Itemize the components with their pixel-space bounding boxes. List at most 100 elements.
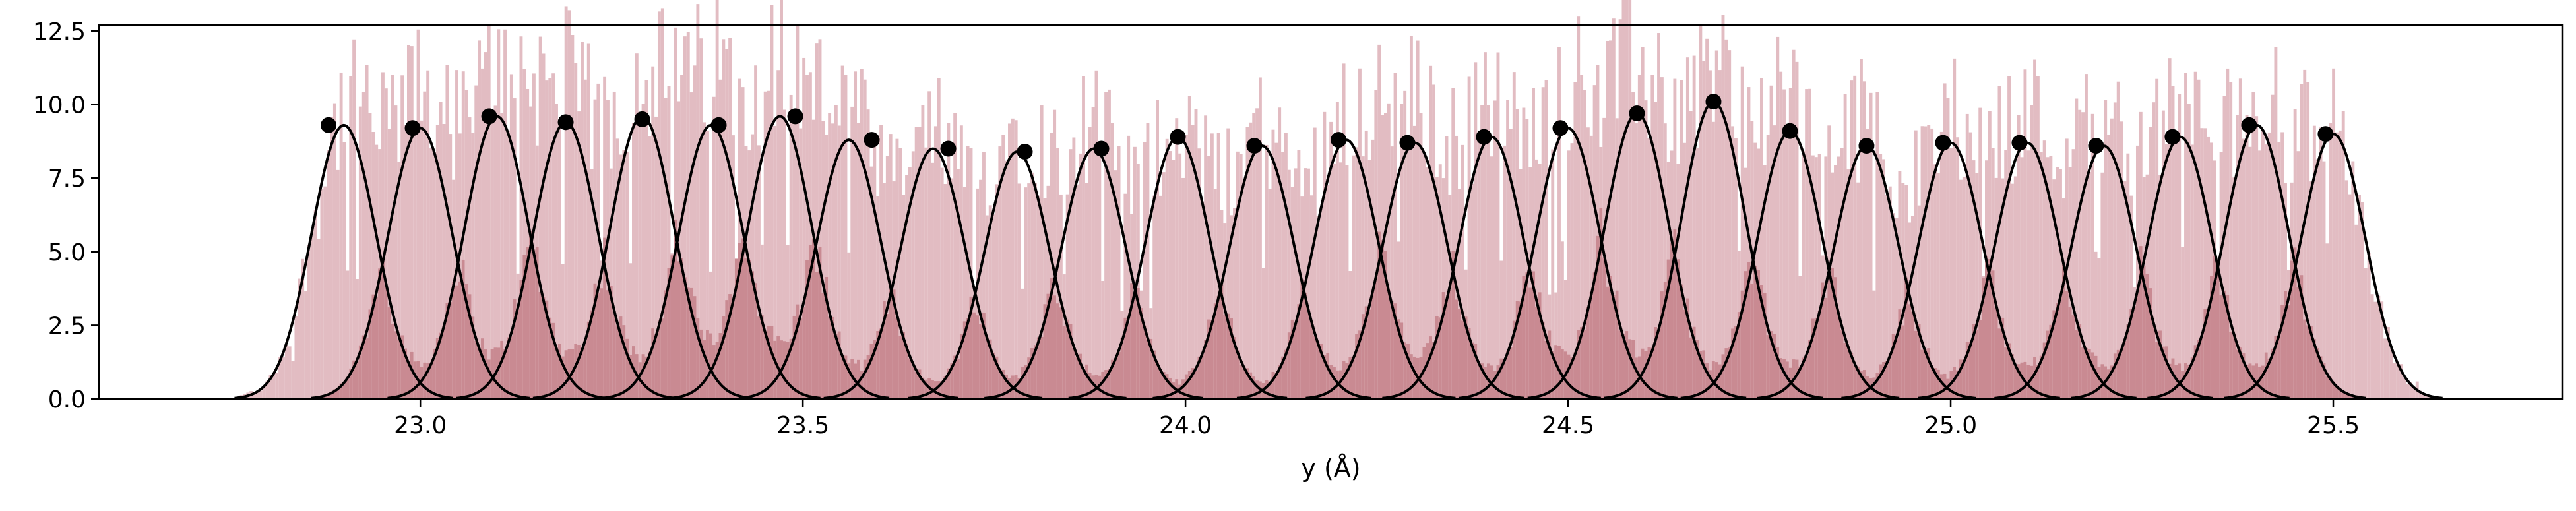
histogram-overlap-bar: [741, 238, 745, 399]
histogram-bar: [574, 63, 578, 400]
histogram-overlap-bar: [375, 297, 379, 399]
histogram-overlap-bar: [1773, 334, 1776, 399]
histogram-overlap-bar: [2190, 357, 2194, 399]
histogram-overlap-bar: [1692, 326, 1696, 399]
histogram-bar: [937, 78, 941, 399]
histogram-bar: [1846, 169, 1850, 399]
histogram-overlap-bar: [1740, 290, 1744, 399]
histogram-overlap-bar: [1782, 359, 1786, 399]
histogram-overlap-bar: [805, 260, 809, 399]
histogram-overlap-bar: [1451, 251, 1455, 399]
peak-marker-10: [1017, 143, 1033, 160]
histogram-bar: [1766, 135, 1770, 400]
histogram-overlap-bar: [1917, 324, 1921, 399]
histogram-overlap-bar: [1843, 343, 1847, 399]
histogram-overlap-bar: [918, 369, 922, 399]
histogram-overlap-bar: [1309, 320, 1313, 399]
histogram-overlap-bar: [381, 260, 385, 399]
histogram-overlap-bar: [1412, 356, 1416, 399]
histogram-bar: [2120, 121, 2123, 400]
histogram-bar: [1933, 164, 1937, 399]
histogram-overlap-bar: [699, 329, 703, 399]
histogram-overlap-bar: [1930, 365, 1934, 399]
histogram-bar: [1319, 207, 1323, 399]
histogram-bar: [1271, 129, 1275, 400]
histogram-overlap-bar: [879, 328, 883, 399]
histogram-bar: [2174, 135, 2178, 399]
histogram-overlap-bar: [583, 339, 587, 399]
histogram-overlap-bar: [1316, 342, 1320, 399]
histogram-overlap-bar: [2030, 365, 2034, 399]
histogram-overlap-bar: [1371, 291, 1375, 399]
histogram-bar: [1259, 77, 1262, 399]
histogram-bar: [606, 100, 610, 399]
histogram-bar: [2100, 172, 2104, 399]
histogram-overlap-bar: [2042, 342, 2046, 399]
histogram-bar: [358, 106, 362, 400]
histogram-bar: [484, 52, 487, 399]
histogram-bar: [426, 70, 430, 400]
histogram-overlap-bar: [336, 388, 340, 399]
histogram-bar: [1393, 73, 1397, 399]
histogram-bar: [2149, 127, 2152, 399]
y-tick-label: 10.0: [33, 92, 86, 119]
histogram-bar: [931, 162, 934, 399]
histogram-overlap-bar: [1062, 326, 1066, 399]
histogram-bar: [346, 270, 350, 399]
histogram-bar: [918, 127, 922, 399]
histogram-overlap-bar: [332, 389, 336, 399]
histogram-bar: [648, 136, 652, 399]
histogram-bar: [728, 38, 732, 399]
histogram-overlap-bar: [327, 394, 330, 399]
histogram-overlap-bar: [2290, 260, 2294, 399]
histogram-overlap-bar: [902, 332, 906, 399]
histogram-overlap-bar: [866, 355, 870, 399]
histogram-overlap-bar: [2110, 365, 2114, 399]
histogram-overlap-bar: [1676, 259, 1680, 399]
histogram-bar: [1036, 195, 1040, 399]
histogram-bar: [2068, 167, 2072, 399]
histogram-bar: [1342, 63, 1346, 399]
histogram-overlap-bar: [1734, 326, 1738, 399]
histogram-bar: [940, 167, 944, 399]
histogram-overlap-bar: [1040, 336, 1044, 399]
histogram-overlap-bar: [1493, 371, 1497, 399]
histogram-overlap-bar: [1101, 371, 1105, 399]
histogram-bar: [1123, 193, 1127, 399]
histogram-bar: [657, 11, 661, 400]
histogram-bar: [1348, 271, 1352, 399]
histogram-bar: [2306, 82, 2310, 399]
histogram-overlap-bar: [2213, 255, 2216, 399]
histogram-overlap-bar: [895, 318, 899, 399]
histogram-overlap-bar: [738, 243, 741, 399]
histogram-bar: [1978, 107, 1982, 400]
histogram-bar: [1994, 177, 1998, 399]
histogram-bar: [349, 76, 353, 399]
histogram-overlap-bar: [985, 336, 989, 399]
histogram-overlap-bar: [947, 368, 951, 399]
histogram-bar: [2184, 73, 2187, 399]
peak-marker-23: [2011, 135, 2028, 151]
histogram-bar: [2226, 68, 2230, 400]
histogram-overlap-bar: [1438, 317, 1442, 399]
histogram-overlap-bar: [811, 238, 815, 399]
histogram-overlap-bar: [1104, 370, 1108, 399]
histogram-bar: [1965, 113, 1969, 399]
histogram-bar: [1435, 177, 1439, 399]
histogram-bar: [1499, 260, 1503, 399]
histogram-overlap-bar: [1149, 338, 1153, 399]
histogram-bar: [1997, 86, 2001, 400]
histogram-bar: [2129, 195, 2133, 399]
histogram-bar: [1522, 107, 1526, 399]
peak-marker-17: [1552, 120, 1569, 136]
histogram-bar: [2229, 82, 2233, 400]
histogram-bar: [1528, 167, 1532, 399]
histogram-overlap-bar: [943, 376, 947, 399]
histogram-overlap-bar: [1982, 277, 1986, 399]
histogram-bar: [612, 91, 616, 399]
histogram-bar: [1075, 184, 1079, 399]
histogram-bar: [808, 72, 812, 399]
histogram-overlap-bar: [2078, 324, 2082, 399]
histogram-overlap-bar: [461, 259, 465, 399]
histogram-overlap-bar: [718, 333, 722, 399]
